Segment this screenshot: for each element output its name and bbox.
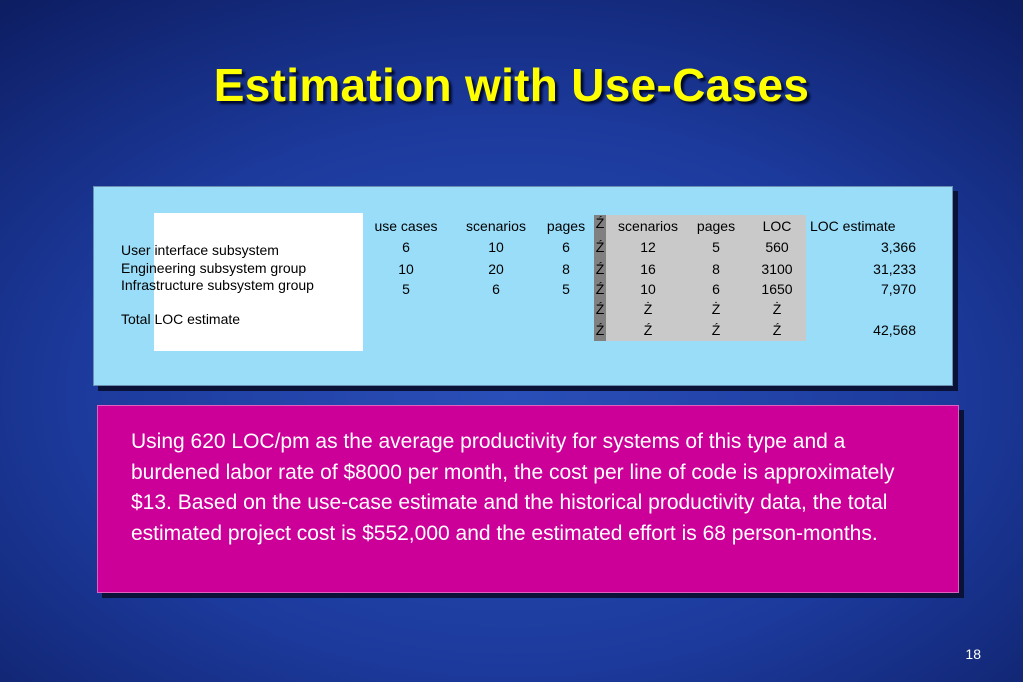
cell-scenarios-2: Ż <box>643 301 653 317</box>
slide-title: Estimation with Use-Cases <box>213 59 810 111</box>
cell-pages: 5 <box>562 281 570 297</box>
cell-use-cases: 10 <box>398 261 414 277</box>
cost-summary-box: Using 620 LOC/pm as the average producti… <box>97 405 959 593</box>
cell-marker: Ź <box>595 322 605 338</box>
header-marker: Ź <box>595 215 605 231</box>
cell-loc-estimate: 31,233 <box>873 261 916 277</box>
cell-total-loc-estimate: 42,568 <box>873 322 916 338</box>
cell-scenarios-2: Ź <box>643 322 653 338</box>
historical-data-block <box>606 215 806 341</box>
cell-pages-2: 8 <box>712 261 720 277</box>
cell-pages-2: Ż <box>711 301 721 317</box>
row-label-engineering: Engineering subsystem group <box>121 260 307 276</box>
cell-loc: 1650 <box>761 281 793 297</box>
cell-scenarios-2: 16 <box>640 261 656 277</box>
cell-loc: 560 <box>765 239 789 255</box>
row-label-total: Total LOC estimate <box>121 311 241 327</box>
cell-scenarios: 10 <box>488 239 504 255</box>
header-loc: LOC <box>762 218 792 234</box>
cell-use-cases: 6 <box>402 239 410 255</box>
row-label-background <box>154 213 363 351</box>
row-label-user-interface: User interface subsystem <box>121 242 279 258</box>
header-use-cases: use cases <box>374 218 438 234</box>
cell-pages-2: 6 <box>712 281 720 297</box>
cost-summary-text: Using 620 LOC/pm as the average producti… <box>131 430 895 545</box>
header-scenarios: scenarios <box>466 218 526 234</box>
cell-loc: Ź <box>772 322 782 338</box>
cell-pages-2: Ź <box>711 322 721 338</box>
cell-marker: Ź <box>595 281 605 297</box>
cell-pages: 6 <box>562 239 570 255</box>
cell-pages-2: 5 <box>712 239 720 255</box>
cell-marker: Ź <box>595 239 605 255</box>
estimate-table: use cases scenarios pages Ź scenarios pa… <box>93 186 953 386</box>
cell-marker: Ź <box>595 261 605 277</box>
header-scenarios-2: scenarios <box>618 218 678 234</box>
page-number: 18 <box>965 646 981 662</box>
cell-use-cases: 5 <box>402 281 410 297</box>
cell-loc: Ż <box>772 301 782 317</box>
cell-marker: Ź <box>595 301 605 317</box>
cell-loc-estimate: 7,970 <box>880 281 916 297</box>
cell-scenarios: 6 <box>492 281 500 297</box>
cell-scenarios-2: 10 <box>640 281 656 297</box>
header-loc-estimate: LOC estimate <box>810 218 896 234</box>
cell-pages: 8 <box>562 261 570 277</box>
marker-column-bar <box>594 215 606 341</box>
cell-loc-estimate: 3,366 <box>880 239 916 255</box>
row-label-infrastructure: Infrastructure subsystem group <box>121 277 314 293</box>
cell-scenarios-2: 12 <box>640 239 656 255</box>
cell-loc: 3100 <box>761 261 793 277</box>
cell-scenarios: 20 <box>488 261 504 277</box>
header-pages: pages <box>546 218 586 234</box>
header-pages-2: pages <box>696 218 736 234</box>
